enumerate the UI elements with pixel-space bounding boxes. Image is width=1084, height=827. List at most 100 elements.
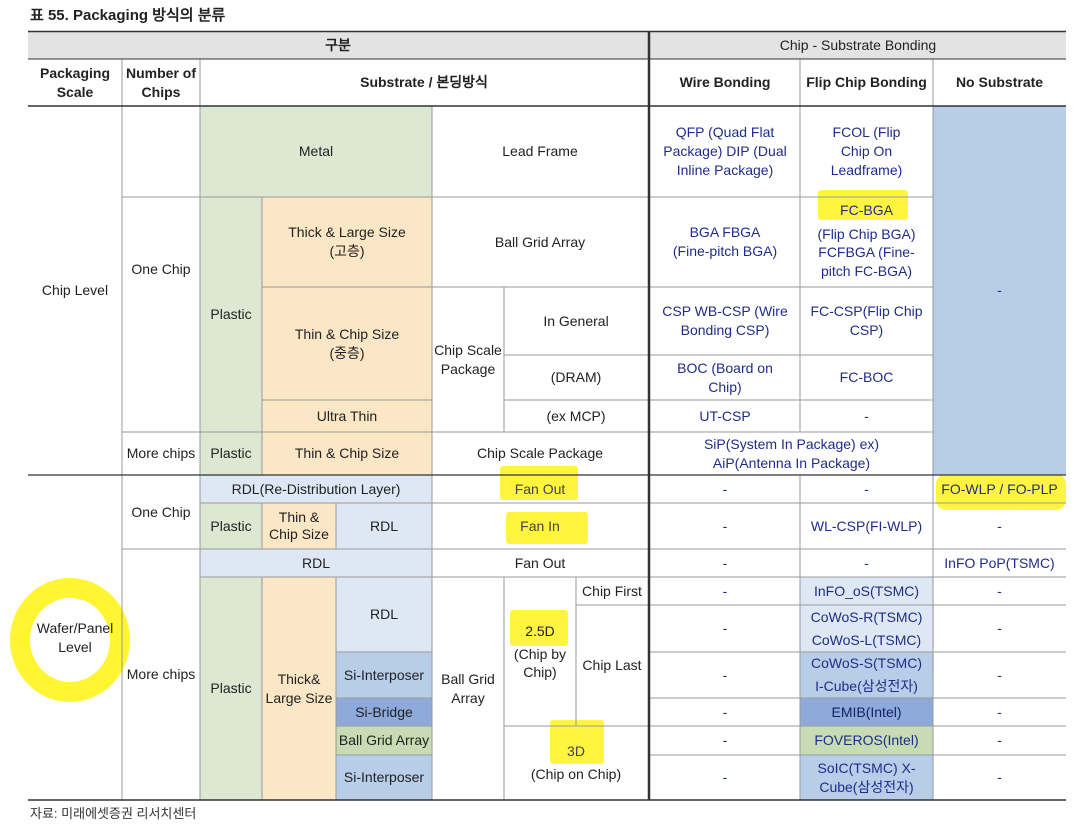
flip-i-cube-cell: I-Cube(삼성전자) [800, 675, 933, 698]
lead-frame-cell: Lead Frame [502, 143, 578, 160]
wire-dash-6: - [722, 666, 728, 683]
substrate-method-header: Substrate / 본딩방식 [360, 74, 488, 91]
ultra-thin-cell: Ultra Thin [262, 400, 432, 432]
wire-boc-cell: BOC (Board on Chip) [677, 359, 773, 395]
nosub-dash-w9: - [997, 769, 1002, 786]
number-of-chips-header: Number of Chips [126, 64, 196, 100]
info-pop-cell: InFO PoP(TSMC) [944, 554, 1055, 571]
in-general-cell: In General [543, 312, 609, 329]
chip-scale-package-cell: Chip Scale Package [434, 341, 502, 377]
highlight-circle [10, 578, 130, 702]
label-3d: 3D [567, 742, 585, 759]
wafer-panel-level-label: Wafer/Panel Level [36, 619, 114, 655]
wire-csp-cell: CSP WB-CSP (Wire Bonding CSP) [662, 303, 788, 338]
rdl-interposer-cell: RDL [336, 577, 432, 652]
wire-bonding-header: Wire Bonding [679, 74, 771, 91]
ball-grid-array-wafer-cell: Ball Grid Array [441, 670, 495, 706]
more-chips-label-wafer: More chips [126, 666, 196, 683]
nosub-dash-w6: - [997, 666, 1002, 683]
plastic-wafer-more-cell: Plastic [200, 577, 262, 800]
plastic-more-chips-cell: Plastic [200, 432, 262, 475]
fan-in-cell: Fan In [520, 517, 560, 534]
wire-dash-2: - [722, 517, 728, 534]
packaging-scale-header: Packaging Scale [39, 64, 111, 100]
wire-dash-4: - [722, 582, 728, 599]
highlight-mark [936, 474, 1066, 510]
flip-fc-boc-cell: FC-BOC [839, 369, 894, 386]
chip-scale-package-more-cell: Chip Scale Package [476, 445, 604, 462]
thick-large-size-cell: Thick & Large Size (고층) [262, 197, 432, 287]
si-bridge-cell: Si-Bridge [336, 698, 432, 726]
flip-cowos-r-cell: CoWoS-R(TSMC) [800, 605, 933, 629]
wire-dash-7: - [722, 703, 728, 720]
wire-dash-3: - [722, 554, 728, 571]
wire-ut-csp-cell: UT-CSP [699, 407, 751, 424]
one-chip-label: One Chip [131, 260, 191, 277]
thin-chip-size-cell: Thin & Chip Size (중층) [262, 287, 432, 400]
flip-wl-csp-cell: WL-CSP(FI-WLP) [810, 517, 923, 534]
wire-dash-1: - [722, 480, 728, 497]
wire-dash-9: - [722, 769, 728, 786]
nosub-dash-w2: - [997, 517, 1002, 534]
dram-cell: (DRAM) [550, 369, 602, 386]
fan-out-more-cell: Fan Out [514, 554, 566, 571]
rdl-wafer-one-cell: RDL [336, 503, 432, 549]
fo-wlp-plp-cell: FO-WLP / FO-PLP [941, 480, 1058, 497]
nosub-dash-w5: - [997, 620, 1002, 637]
label-2-5d: 2.5D [525, 622, 555, 639]
fan-out-cell: Fan Out [514, 480, 566, 497]
chip-first-cell: Chip First [582, 582, 642, 599]
flip-chip-bonding-header: Flip Chip Bonding [806, 74, 927, 91]
nosub-dash-w4: - [997, 582, 1002, 599]
thin-chip-size-more-cell: Thin & Chip Size [262, 432, 432, 475]
highlight-mark [550, 720, 604, 764]
bonding-group-header: Chip - Substrate Bonding [650, 32, 1066, 59]
chip-on-chip-label: (Chip on Chip) [530, 765, 622, 782]
highlight-mark [506, 512, 588, 544]
chip-by-chip-label: (Chip by Chip) [513, 645, 567, 680]
one-chip-label-wafer: One Chip [131, 503, 191, 520]
metal-cell: Metal [200, 106, 432, 197]
no-substrate-header: No Substrate [955, 74, 1044, 91]
plastic-cell: Plastic [200, 197, 262, 432]
si-interposer-3d-cell: Si-Interposer [336, 755, 432, 800]
ex-mcp-cell: (ex MCP) [546, 407, 606, 424]
plastic-wafer-one-cell: Plastic [200, 503, 262, 549]
nosub-dash-w7: - [997, 703, 1002, 720]
flip-cowos-s-cell: CoWoS-S(TSMC) [800, 652, 933, 675]
flip-dash-w3: - [864, 554, 869, 571]
table-title: 표 55. Packaging 방식의 분류 [30, 7, 226, 24]
thin-chip-size-wafer-cell: Thin & Chip Size [262, 503, 336, 549]
nosub-dash-w8: - [997, 732, 1002, 749]
source-note: 자료: 미래에셋증권 리서치센터 [30, 806, 197, 821]
wire-dash-5: - [722, 620, 728, 637]
flip-fc-bga-label: FC-BGA [840, 201, 893, 218]
chip-level-label: Chip Level [41, 282, 109, 299]
chip-last-cell: Chip Last [582, 657, 642, 674]
flip-dash-r5: - [864, 407, 869, 424]
wire-bga-cell: BGA FBGA (Fine-pitch BGA) [672, 224, 778, 259]
bga-hybrid-cell: Ball Grid Array [336, 726, 432, 755]
wire-qfp-dip-cell: QFP (Quad Flat Package) DIP (Dual Inline… [663, 124, 787, 178]
flip-fcol-cell: FCOL (Flip Chip On Leadframe) [830, 124, 903, 178]
no-substrate-chip-cell: - [933, 106, 1066, 475]
flip-foveros-cell: FOVEROS(Intel) [800, 726, 933, 755]
sip-cell: SiP(System In Package) ex) AiP(Antenna I… [703, 436, 880, 471]
ball-grid-array-cell: Ball Grid Array [494, 233, 586, 250]
flip-emib-cell: EMIB(Intel) [800, 698, 933, 726]
flip-fc-csp-cell: FC-CSP(Flip Chip CSP) [810, 303, 923, 338]
category-header: 구분 [28, 32, 648, 59]
flip-soic-cell: SoIC(TSMC) X-Cube(삼성전자) [800, 755, 933, 800]
rdl-wafer-more-cell: RDL [200, 549, 432, 577]
flip-dash-w1: - [864, 480, 869, 497]
more-chips-label: More chips [126, 445, 196, 462]
thick-large-size-wafer-cell: Thick& Large Size [262, 577, 336, 800]
flip-info-os-cell: InFO_oS(TSMC) [800, 577, 933, 605]
highlight-mark [510, 610, 568, 646]
wire-dash-8: - [722, 732, 728, 749]
si-interposer-cell: Si-Interposer [336, 652, 432, 698]
flip-cowos-l-cell: CoWoS-L(TSMC) [800, 629, 933, 652]
flip-fc-bga-cell: (Flip Chip BGA) FCFBGA (Fine-pitch FC-BG… [817, 226, 916, 279]
rdl-layer-cell: RDL(Re-Distribution Layer) [200, 475, 432, 503]
